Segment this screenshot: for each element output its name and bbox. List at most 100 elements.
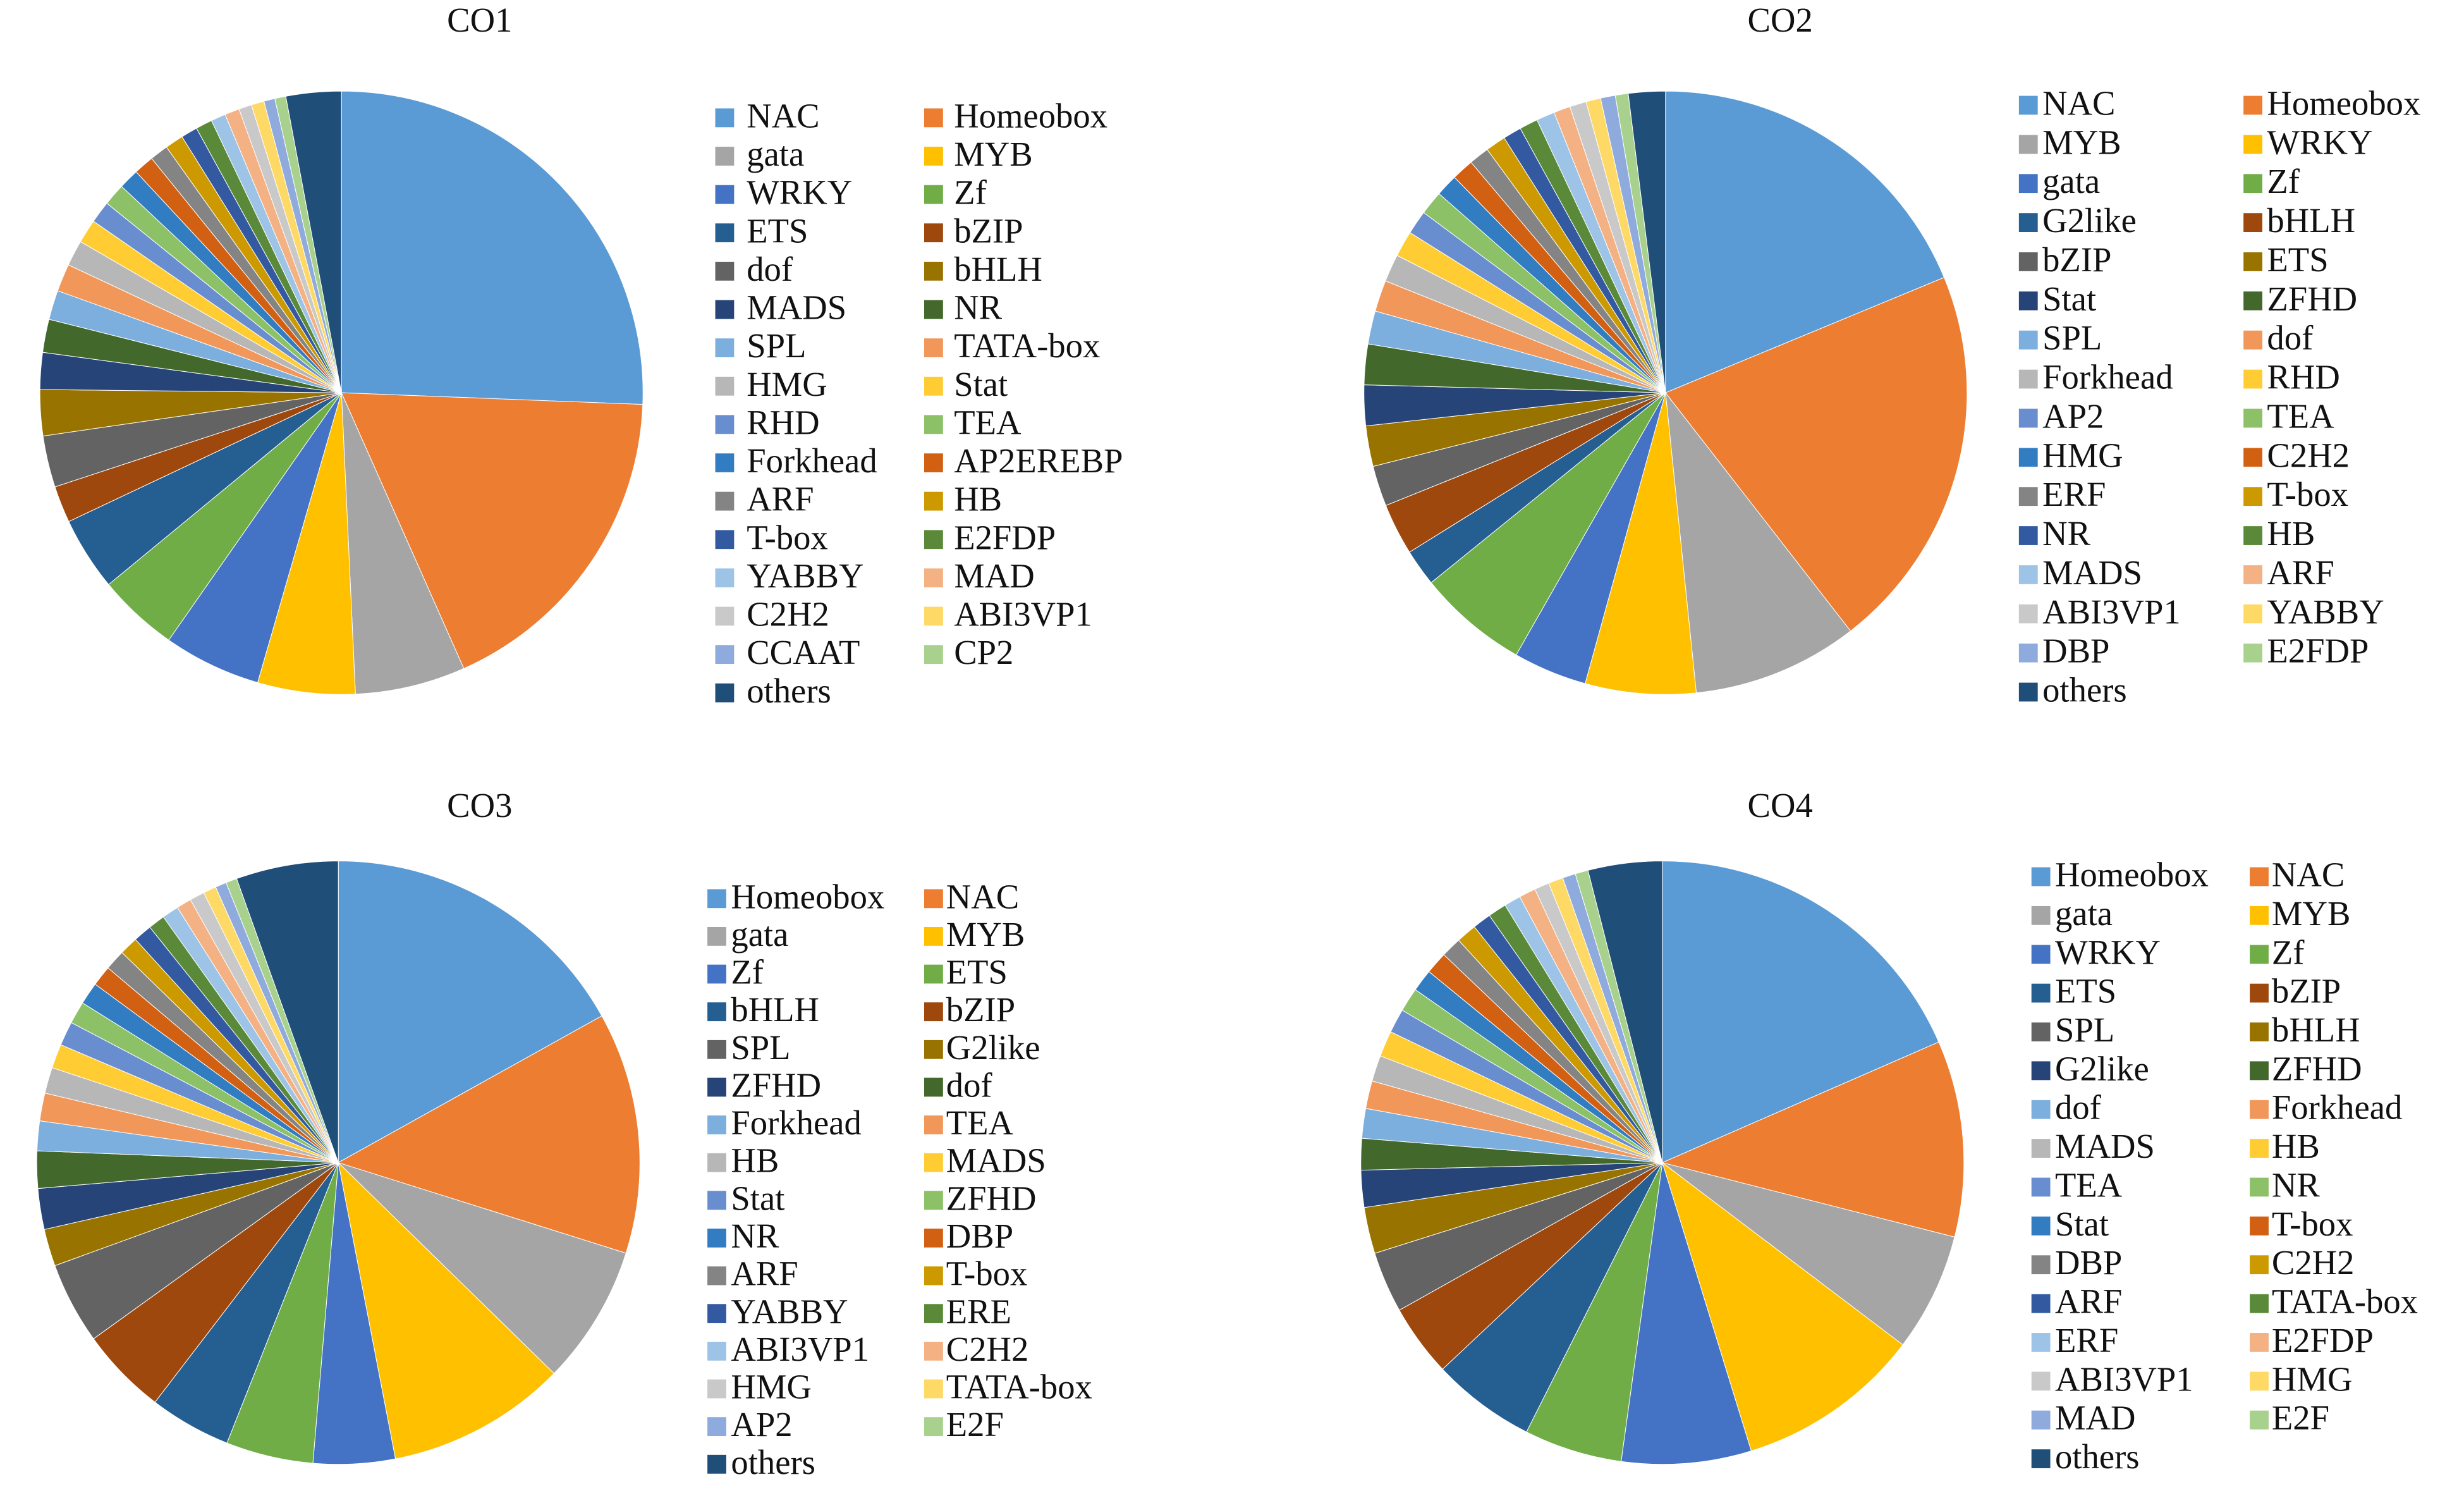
legend-swatch — [2018, 174, 2038, 193]
pie-slice — [1430, 392, 1666, 656]
legend-label: C2H2 — [946, 1330, 1029, 1368]
legend-label: Stat — [2055, 1205, 2109, 1243]
legend-label: T-box — [946, 1255, 1028, 1293]
legend-label: gata — [731, 915, 788, 954]
legend-label: E2FDP — [2267, 632, 2369, 670]
legend-label: NAC — [2272, 856, 2345, 894]
pie-chart: CO2 NAC Homeobox MYB WRKY gata Zf G2like bHLH bZI… — [1363, 1, 2420, 709]
legend-label: MYB — [954, 135, 1033, 173]
legend-label: TEA — [954, 403, 1022, 441]
legend-swatch — [2031, 905, 2051, 925]
legend-label: HMG — [2042, 436, 2123, 474]
legend-swatch — [924, 964, 943, 984]
legend-swatch — [924, 889, 943, 909]
pie-slice — [1526, 1162, 1663, 1462]
legend-label: DBP — [2042, 632, 2109, 670]
legend-label: AP2 — [2042, 396, 2104, 435]
legend-swatch — [715, 300, 735, 319]
legend-swatch — [2031, 1022, 2051, 1041]
legend-label: CP2 — [954, 633, 1013, 672]
legend-label: gata — [2055, 894, 2113, 933]
legend-label: WRKY — [2055, 933, 2161, 971]
legend-swatch — [2250, 983, 2269, 1003]
legend-label: ZFHD — [2267, 279, 2357, 318]
legend-swatch — [2031, 945, 2051, 964]
legend-label: ZFHD — [2272, 1049, 2362, 1088]
legend-label: MADS — [747, 288, 846, 327]
legend-swatch — [707, 1304, 726, 1323]
legend-swatch — [2250, 1333, 2269, 1352]
legend-swatch — [2018, 252, 2038, 271]
legend-swatch — [924, 1040, 943, 1059]
pie-slice — [1662, 1162, 1955, 1346]
legend-swatch — [2250, 867, 2269, 887]
legend-label: CCAAT — [747, 633, 860, 672]
legend-label: WRKY — [2267, 123, 2372, 161]
legend-swatch — [2243, 95, 2262, 115]
legend-swatch — [715, 147, 735, 166]
legend-label: YABBY — [747, 556, 863, 595]
legend-swatch — [924, 185, 943, 204]
legend-swatch — [2018, 604, 2038, 623]
legend-label: ERF — [2042, 475, 2106, 513]
legend-swatch — [924, 1379, 943, 1399]
legend-label: SPL — [731, 1028, 790, 1067]
legend-swatch — [715, 261, 735, 281]
legend-label: ETS — [2055, 972, 2116, 1010]
legend-label: dof — [2267, 319, 2314, 357]
chart-title: CO1 — [447, 1, 512, 39]
legend-label: MYB — [946, 915, 1025, 954]
legend-swatch — [2031, 1333, 2051, 1352]
legend-swatch — [2018, 643, 2038, 663]
pie-slice — [285, 90, 342, 393]
legend-swatch — [924, 606, 943, 626]
legend-swatch — [715, 645, 735, 665]
legend-swatch — [2031, 983, 2051, 1003]
pie-slice — [1662, 861, 1939, 1163]
legend-swatch — [2250, 1177, 2269, 1197]
legend-swatch — [2031, 1255, 2051, 1275]
legend-label: HMG — [731, 1368, 812, 1406]
legend-label: HMG — [2272, 1359, 2353, 1398]
legend-swatch — [2243, 643, 2262, 663]
legend-label: ARF — [2267, 553, 2334, 592]
legend-label: YABBY — [731, 1292, 848, 1330]
legend-swatch — [2031, 867, 2051, 887]
legend-label: HB — [2267, 514, 2315, 553]
legend-swatch — [924, 1002, 943, 1022]
legend-label: NR — [731, 1217, 779, 1255]
legend-swatch — [924, 1153, 943, 1172]
legend-label: G2like — [2055, 1049, 2149, 1088]
legend-label: E2F — [946, 1405, 1004, 1444]
legend-swatch — [2243, 330, 2262, 350]
legend-label: dof — [2055, 1088, 2102, 1127]
legend-label: MADS — [2042, 553, 2142, 592]
legend-label: ZFHD — [946, 1179, 1037, 1217]
legend-label: MAD — [2055, 1399, 2136, 1437]
legend-swatch — [2250, 1255, 2269, 1275]
legend-label: NAC — [747, 96, 819, 135]
legend-swatch — [715, 606, 735, 626]
legend-label: Homeobox — [2055, 856, 2209, 894]
legend-label: MAD — [954, 556, 1035, 595]
legend-swatch — [707, 1040, 726, 1059]
legend-swatch — [924, 1077, 943, 1097]
legend-swatch — [2031, 1177, 2051, 1197]
legend-label: T-box — [747, 518, 828, 556]
legend-label: Zf — [731, 953, 764, 991]
legend-label: ABI3VP1 — [2042, 592, 2181, 631]
legend-label: ERE — [946, 1292, 1011, 1330]
pie-slice — [1661, 1162, 1903, 1452]
legend-label: bHLH — [2272, 1010, 2360, 1049]
legend-swatch — [924, 645, 943, 665]
legend-label: TATA-box — [2272, 1282, 2418, 1321]
legend-swatch — [924, 1191, 943, 1210]
chart-title: CO3 — [447, 786, 512, 825]
pie-slice — [1628, 90, 1666, 393]
legend-label: NAC — [2042, 84, 2115, 123]
pie-slice — [341, 392, 643, 669]
legend-label: Forkhead — [2272, 1088, 2402, 1127]
legend-label: SPL — [747, 326, 806, 365]
legend-swatch — [924, 376, 943, 396]
